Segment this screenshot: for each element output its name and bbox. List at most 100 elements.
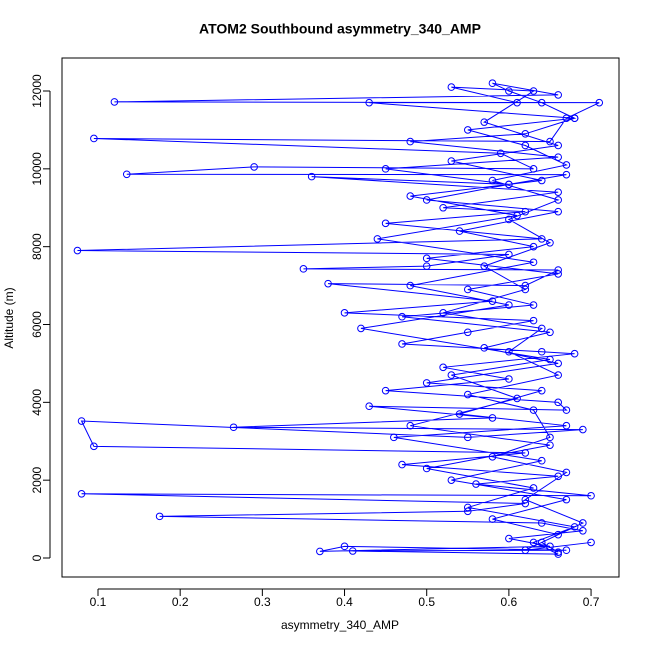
data-point	[554, 141, 562, 150]
data-point	[463, 390, 472, 399]
data-point	[299, 265, 308, 273]
data-point	[505, 87, 513, 95]
data-point	[562, 468, 571, 477]
data-point	[546, 355, 554, 364]
data-point	[390, 433, 398, 442]
data-point	[455, 410, 464, 418]
data-point	[505, 347, 513, 356]
chart-title: ATOM2 Southbound asymmetry_340_AMP	[199, 21, 481, 37]
data-point	[463, 507, 472, 516]
data-point	[554, 188, 562, 196]
data-point	[455, 227, 464, 235]
data-point	[381, 386, 390, 395]
data-point	[554, 270, 562, 278]
data-point	[381, 219, 390, 228]
data-point	[447, 157, 456, 165]
data-point	[488, 297, 497, 305]
data-point	[90, 442, 98, 451]
data-point	[488, 176, 497, 185]
data-point	[73, 246, 82, 255]
data-point	[77, 417, 86, 425]
y-tick-label: 2000	[30, 467, 44, 494]
x-tick-label: 0.7	[583, 595, 600, 609]
data-point	[521, 130, 530, 138]
y-tick-label: 8000	[30, 233, 44, 260]
data-point	[110, 98, 119, 106]
data-point	[250, 163, 258, 171]
data-point	[562, 495, 571, 504]
data-point	[324, 279, 332, 288]
data-point	[529, 301, 538, 309]
data-point	[505, 180, 513, 189]
data-point	[587, 491, 595, 500]
data-point	[422, 262, 431, 270]
data-point	[537, 324, 546, 333]
data-point	[529, 538, 538, 547]
data-point	[90, 134, 98, 143]
data-point	[505, 215, 513, 224]
y-tick-label: 4000	[30, 389, 44, 416]
data-point	[398, 460, 406, 469]
data-point	[521, 285, 530, 294]
data-point	[537, 235, 546, 243]
data-point	[554, 207, 562, 216]
y-tick-label: 10000	[30, 152, 44, 186]
data-point	[398, 312, 406, 321]
data-point	[529, 87, 538, 95]
data-point	[537, 538, 546, 547]
data-point	[570, 523, 579, 531]
x-tick-label: 0.3	[254, 595, 271, 609]
data-point	[447, 371, 456, 379]
data-point	[546, 238, 554, 247]
data-point	[365, 98, 373, 107]
x-tick-label: 0.4	[336, 595, 353, 609]
data-point	[521, 281, 530, 290]
data-point	[554, 548, 562, 556]
data-point	[398, 340, 406, 348]
data-point	[406, 421, 415, 430]
x-tick-label: 0.5	[418, 595, 435, 609]
data-point	[529, 316, 538, 325]
data-point	[463, 503, 472, 512]
data-point	[77, 489, 86, 498]
data-point	[357, 324, 365, 333]
data-point	[488, 79, 497, 88]
data-point	[579, 526, 587, 535]
data-point	[513, 211, 521, 220]
data-point	[439, 363, 447, 372]
data-point	[307, 172, 316, 181]
data-point	[521, 495, 530, 504]
plot-frame	[61, 57, 620, 578]
data-point	[316, 547, 324, 556]
data-point	[562, 421, 571, 430]
data-point	[488, 515, 497, 523]
data-point	[570, 349, 579, 358]
data-point	[488, 414, 497, 422]
data-point	[529, 242, 538, 251]
data-point	[562, 546, 571, 555]
data-point	[554, 359, 562, 368]
data-point	[529, 484, 538, 492]
data-point	[447, 476, 456, 484]
data-point	[546, 542, 554, 551]
data-point	[439, 309, 447, 317]
data-point	[422, 464, 431, 473]
data-point	[505, 250, 513, 259]
data-point	[439, 203, 447, 212]
data-point	[546, 433, 554, 442]
data-point	[587, 538, 595, 547]
x-axis-label: asymmetry_340_AMP	[281, 618, 399, 632]
y-axis-label: Altitude (m)	[2, 287, 16, 348]
data-point	[579, 425, 587, 434]
data-point	[340, 542, 349, 551]
data-point	[554, 472, 562, 481]
data-point	[348, 547, 357, 555]
data-point	[122, 170, 131, 179]
data-point	[529, 406, 538, 414]
data-point	[505, 301, 513, 309]
data-point	[562, 170, 571, 179]
data-point	[537, 176, 546, 185]
data-point	[513, 394, 521, 403]
data-point	[537, 519, 546, 527]
